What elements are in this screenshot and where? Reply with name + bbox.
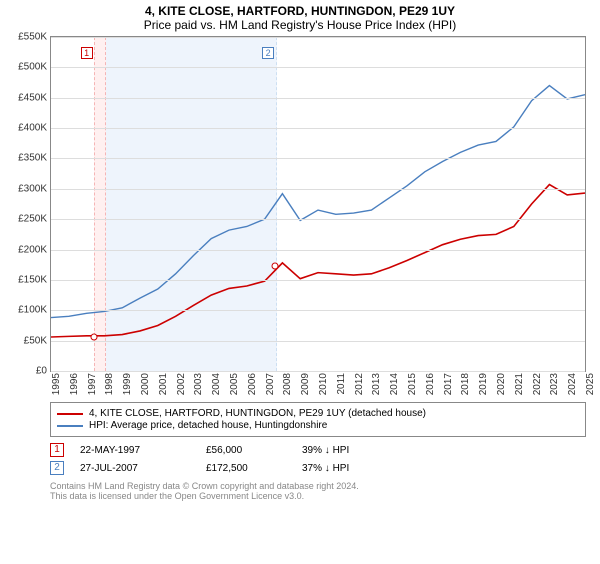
- gridline: [51, 158, 585, 159]
- x-tick-label: 2023: [549, 373, 560, 395]
- x-tick-label: 2022: [532, 373, 543, 395]
- x-tick-label: 1995: [51, 373, 62, 395]
- sale-row: 1 22-MAY-1997 £56,000 39% ↓ HPI: [50, 441, 586, 459]
- x-tick-label: 2001: [158, 373, 169, 395]
- sale-row: 2 27-JUL-2007 £172,500 37% ↓ HPI: [50, 459, 586, 477]
- gridline: [51, 189, 585, 190]
- sale-index-box: 2: [50, 461, 64, 475]
- y-tick-label: £350K: [18, 153, 47, 164]
- x-tick-label: 2021: [514, 373, 525, 395]
- sale-price: £172,500: [206, 463, 286, 474]
- x-tick-label: 2006: [247, 373, 258, 395]
- sale-date: 22-MAY-1997: [80, 445, 190, 456]
- y-tick-label: £150K: [18, 274, 47, 285]
- x-tick-label: 2010: [318, 373, 329, 395]
- x-tick-label: 2005: [229, 373, 240, 395]
- legend-swatch: [57, 413, 83, 415]
- legend: 4, KITE CLOSE, HARTFORD, HUNTINGDON, PE2…: [50, 402, 586, 437]
- x-tick-label: 2013: [371, 373, 382, 395]
- y-tick-label: £450K: [18, 92, 47, 103]
- x-tick-label: 2024: [567, 373, 578, 395]
- y-tick-label: £250K: [18, 214, 47, 225]
- x-tick-label: 2009: [300, 373, 311, 395]
- footer-attribution: Contains HM Land Registry data © Crown c…: [50, 481, 586, 501]
- y-tick-label: £500K: [18, 62, 47, 73]
- series-line: [51, 86, 585, 318]
- x-tick-label: 2017: [443, 373, 454, 395]
- y-tick-label: £400K: [18, 123, 47, 134]
- period-marker: 1: [81, 47, 93, 59]
- period-marker: 2: [262, 47, 274, 59]
- x-tick-label: 2000: [140, 373, 151, 395]
- y-tick-label: £50K: [24, 335, 47, 346]
- sale-index-box: 1: [50, 443, 64, 457]
- chart-title-line1: 4, KITE CLOSE, HARTFORD, HUNTINGDON, PE2…: [0, 4, 600, 18]
- gridline: [51, 341, 585, 342]
- sale-point: [90, 333, 97, 340]
- sales-table: 1 22-MAY-1997 £56,000 39% ↓ HPI 2 27-JUL-2007…: [50, 441, 586, 477]
- line-layer: [51, 37, 585, 371]
- x-tick-label: 1996: [69, 373, 80, 395]
- gridline: [51, 128, 585, 129]
- legend-row: 4, KITE CLOSE, HARTFORD, HUNTINGDON, PE2…: [57, 408, 579, 419]
- x-tick-label: 2014: [389, 373, 400, 395]
- x-tick-label: 2018: [460, 373, 471, 395]
- footer-line2: This data is licensed under the Open Gov…: [50, 491, 586, 501]
- chart-title-line2: Price paid vs. HM Land Registry's House …: [0, 18, 600, 32]
- x-tick-label: 2003: [193, 373, 204, 395]
- x-tick-label: 2019: [478, 373, 489, 395]
- x-tick-label: 2007: [265, 373, 276, 395]
- x-tick-label: 1997: [87, 373, 98, 395]
- gridline: [51, 310, 585, 311]
- x-tick-label: 2004: [211, 373, 222, 395]
- gridline: [51, 250, 585, 251]
- footer-line1: Contains HM Land Registry data © Crown c…: [50, 481, 586, 491]
- gridline: [51, 98, 585, 99]
- gridline: [51, 219, 585, 220]
- sale-diff: 37% ↓ HPI: [302, 463, 349, 474]
- y-tick-label: £300K: [18, 183, 47, 194]
- legend-label: 4, KITE CLOSE, HARTFORD, HUNTINGDON, PE2…: [89, 408, 426, 419]
- x-tick-label: 2002: [176, 373, 187, 395]
- series-line: [51, 185, 585, 337]
- x-tick-label: 2008: [282, 373, 293, 395]
- sale-point: [271, 263, 278, 270]
- legend-swatch: [57, 425, 83, 427]
- legend-row: HPI: Average price, detached house, Hunt…: [57, 420, 579, 431]
- plot-region: £0£50K£100K£150K£200K£250K£300K£350K£400…: [50, 36, 586, 372]
- gridline: [51, 37, 585, 38]
- x-tick-label: 1998: [104, 373, 115, 395]
- chart-area: £0£50K£100K£150K£200K£250K£300K£350K£400…: [50, 36, 586, 396]
- sale-price: £56,000: [206, 445, 286, 456]
- x-tick-label: 2025: [585, 373, 596, 395]
- y-tick-label: £200K: [18, 244, 47, 255]
- x-tick-label: 2011: [336, 373, 347, 395]
- x-tick-label: 1999: [122, 373, 133, 395]
- gridline: [51, 280, 585, 281]
- x-tick-label: 2020: [496, 373, 507, 395]
- x-tick-label: 2015: [407, 373, 418, 395]
- sale-date: 27-JUL-2007: [80, 463, 190, 474]
- legend-label: HPI: Average price, detached house, Hunt…: [89, 420, 327, 431]
- y-tick-label: £100K: [18, 305, 47, 316]
- x-tick-label: 2016: [425, 373, 436, 395]
- y-tick-label: £0: [36, 366, 47, 377]
- gridline: [51, 67, 585, 68]
- gridline: [51, 371, 585, 372]
- x-tick-label: 2012: [354, 373, 365, 395]
- y-tick-label: £550K: [18, 32, 47, 43]
- sale-diff: 39% ↓ HPI: [302, 445, 349, 456]
